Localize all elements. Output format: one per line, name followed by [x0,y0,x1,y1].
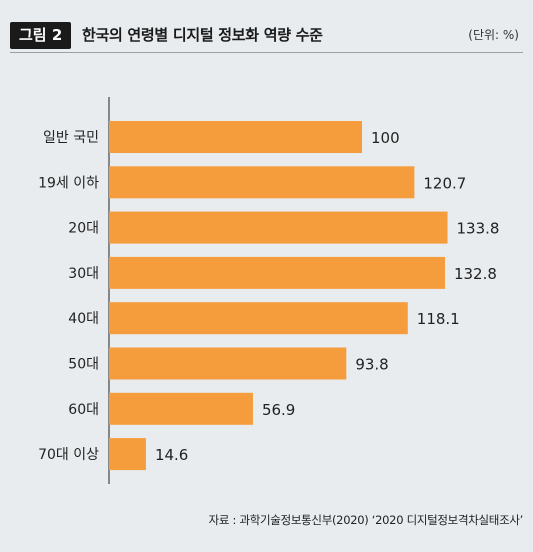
bar [109,256,445,289]
bar [109,438,146,471]
category-label: 50대 [68,357,99,373]
category-label: 40대 [68,311,99,327]
bar [109,347,347,380]
category-label: 60대 [68,402,99,418]
value-label: 118.1 [417,310,460,328]
bar [109,392,253,425]
category-label: 20대 [68,221,99,237]
value-label: 14.6 [155,446,188,464]
category-label: 19세 이하 [38,175,99,191]
bar [109,121,362,153]
figure-number-badge: 그림 2 [10,22,72,49]
bar [109,166,415,199]
bar [109,302,408,335]
category-label: 30대 [68,266,99,282]
unit-label: (단위: %) [468,28,519,42]
category-label: 일반 국민 [43,130,99,146]
value-label: 100 [371,129,400,147]
value-label: 56.9 [262,401,295,419]
value-label: 120.7 [423,174,466,192]
source-note: 자료 : 과학기술정보통신부(2020) ‘2020 디지털정보격차실태조사’ [208,513,524,527]
value-label: 93.8 [355,356,388,374]
chart-header: 그림 2 한국의 연령별 디지털 정보화 역량 수준 (단위: %) [10,22,523,53]
category-label: 70대 이상 [38,447,99,463]
chart-title: 한국의 연령별 디지털 정보화 역량 수준 [82,26,323,44]
bar [109,211,448,244]
value-label: 133.8 [457,220,500,238]
value-label: 132.8 [454,265,497,283]
